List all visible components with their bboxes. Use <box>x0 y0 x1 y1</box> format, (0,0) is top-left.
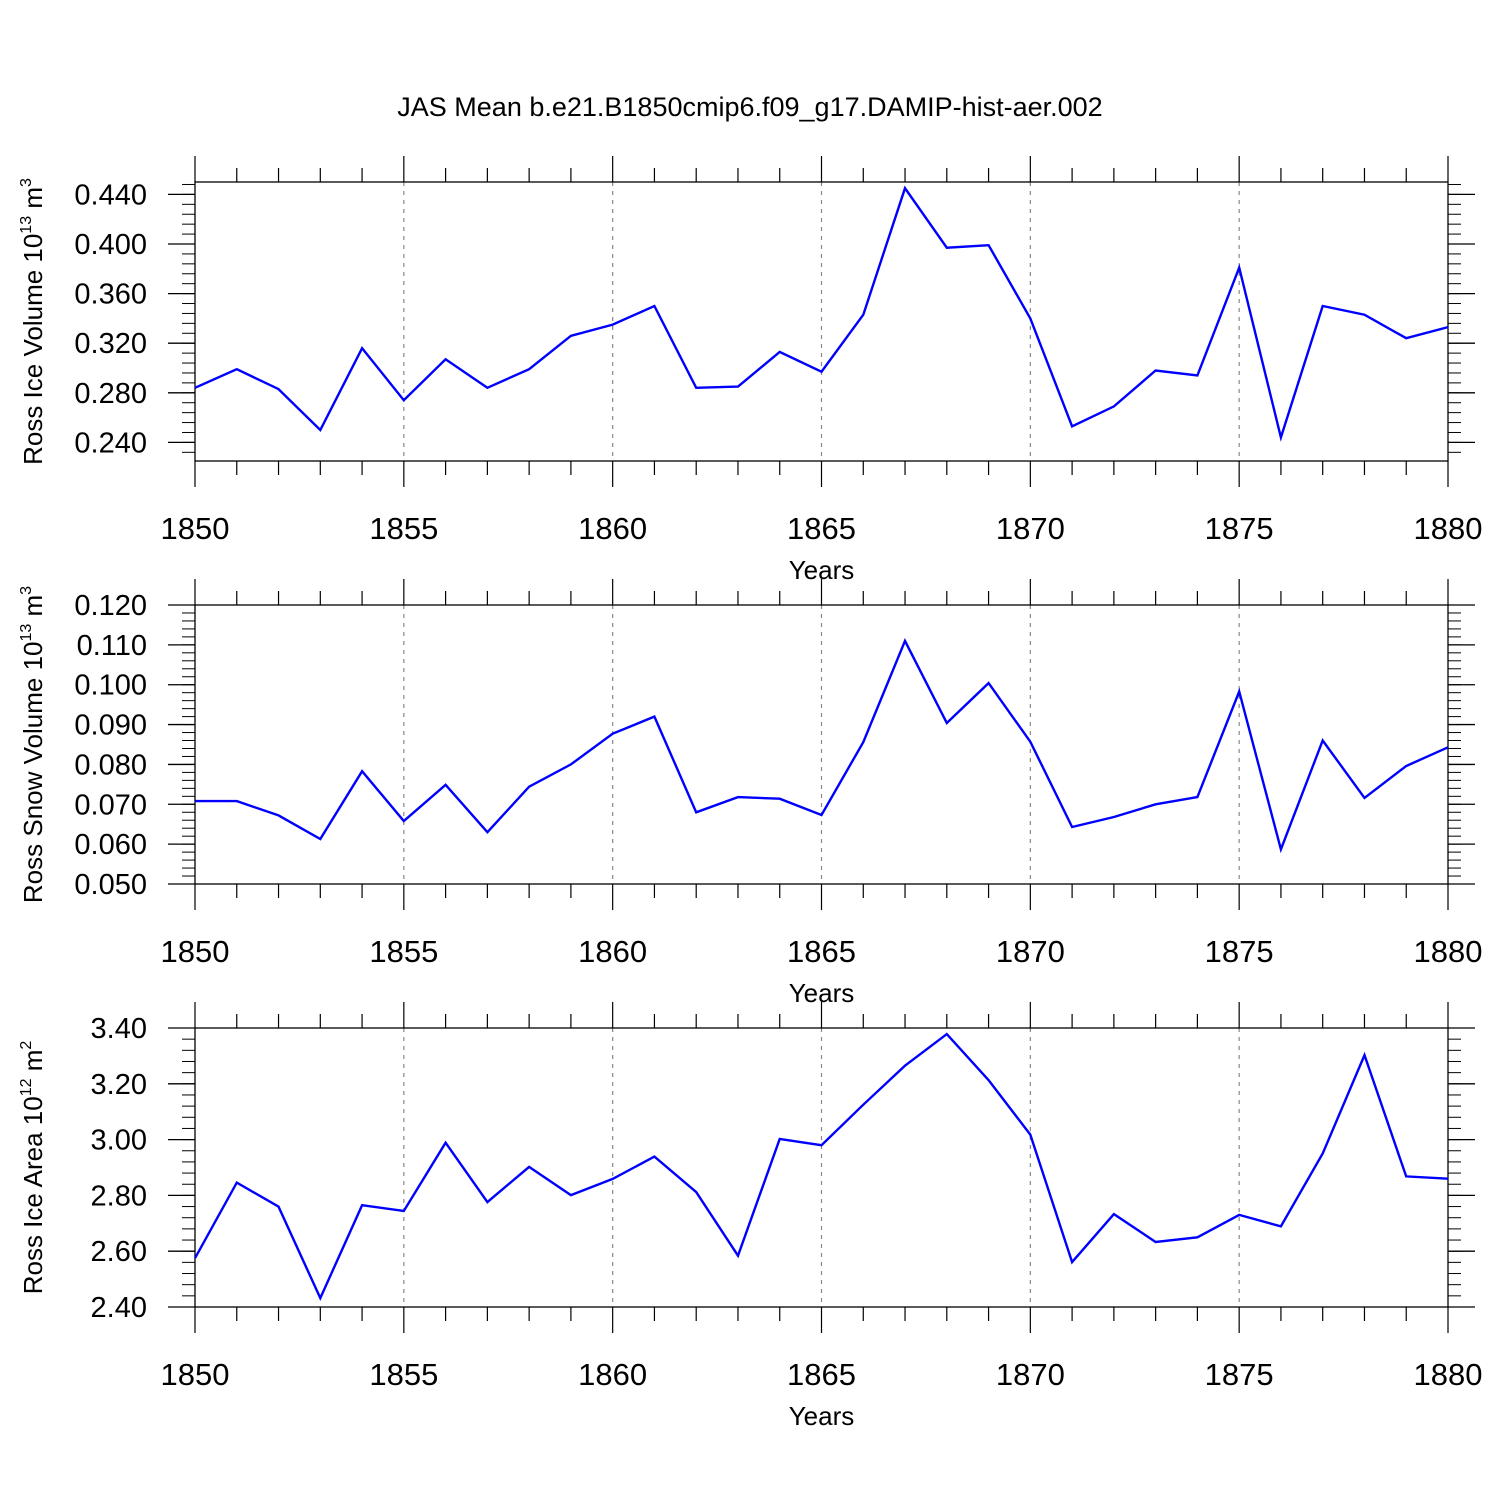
y-tick-label: 3.00 <box>91 1125 147 1157</box>
y-tick-label: 0.110 <box>77 630 147 662</box>
x-tick-label: 1865 <box>787 1357 856 1392</box>
y-tick-label: 0.320 <box>74 328 147 360</box>
y-tick-label: 0.400 <box>74 229 147 261</box>
x-tick-label: 1860 <box>578 511 647 546</box>
y-axis-title: Ross Ice Area 1012 m2 <box>18 1041 48 1295</box>
y-axis-title: Ross Ice Volume 1013 m3 <box>18 178 48 465</box>
y-tick-label: 0.060 <box>74 829 147 861</box>
x-tick-label: 1850 <box>161 1357 230 1392</box>
x-tick-label: 1850 <box>161 934 230 969</box>
x-tick-label: 1880 <box>1414 511 1483 546</box>
x-tick-label: 1880 <box>1414 934 1483 969</box>
series-line <box>195 638 1449 854</box>
x-tick-label: 1870 <box>996 934 1065 969</box>
y-tick-label: 0.080 <box>74 749 147 781</box>
x-tick-label: 1875 <box>1205 934 1274 969</box>
y-tick-label: 0.100 <box>74 670 147 702</box>
y-tick-label: 3.40 <box>91 1013 147 1045</box>
y-axis-title: Ross Snow Volume 1013 m3 <box>18 586 48 903</box>
x-tick-label: 1860 <box>578 1357 647 1392</box>
x-tick-label: 1875 <box>1205 511 1274 546</box>
y-tick-label: 0.090 <box>74 710 147 742</box>
x-tick-label: 1875 <box>1205 1357 1274 1392</box>
y-tick-label: 2.80 <box>91 1180 147 1212</box>
x-tick-label: 1870 <box>996 1357 1065 1392</box>
x-tick-label: 1870 <box>996 511 1065 546</box>
series-line <box>194 185 1449 442</box>
panel-1: 0.240 0.280 0.320 0.360 0.400 0.440 1850 1855 18… <box>18 156 1482 585</box>
x-tick-label: 1865 <box>787 934 856 969</box>
y-tick-label: 0.070 <box>74 789 147 821</box>
y-tick-label: 0.120 <box>74 590 147 622</box>
figure-title: JAS Mean b.e21.B1850cmip6.f09_g17.DAMIP-… <box>397 92 1103 122</box>
x-tick-label: 1855 <box>369 1357 438 1392</box>
y-tick-label: 0.360 <box>74 279 147 311</box>
x-tick-label: 1880 <box>1414 1357 1483 1392</box>
panel-3: 2.40 2.60 2.80 3.00 3.20 3.40 1850 1855 1860 1865… <box>18 1002 1482 1431</box>
series-line <box>193 1032 1449 1302</box>
y-tick-label: 0.240 <box>74 427 147 459</box>
y-tick-label: 3.20 <box>91 1069 147 1101</box>
y-tick-label: 0.440 <box>74 179 147 211</box>
panel-2: 0.050 0.060 0.070 0.080 0.090 0.100 0.110 0.120… <box>18 579 1482 1008</box>
y-tick-label: 2.60 <box>91 1236 147 1268</box>
y-tick-label: 2.40 <box>91 1292 147 1324</box>
y-tick-label: 0.050 <box>74 869 147 901</box>
y-tick-label: 0.280 <box>74 378 147 410</box>
x-tick-label: 1860 <box>578 934 647 969</box>
x-tick-label: 1850 <box>161 511 230 546</box>
x-tick-label: 1865 <box>787 511 856 546</box>
x-axis-title: Years <box>789 1401 855 1431</box>
x-tick-label: 1855 <box>369 511 438 546</box>
x-tick-label: 1855 <box>369 934 438 969</box>
